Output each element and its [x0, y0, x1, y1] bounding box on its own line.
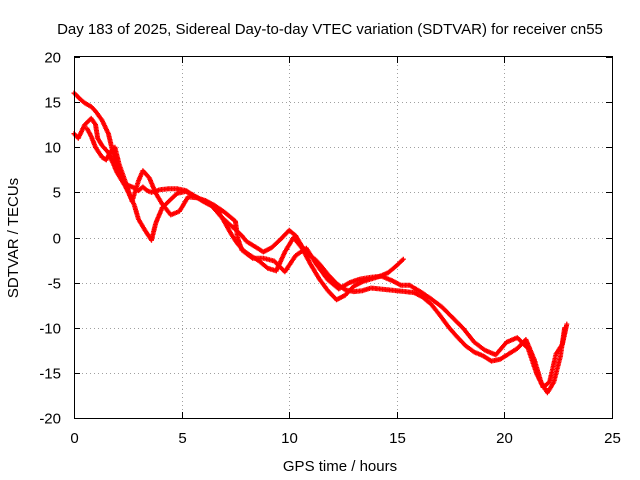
y-tick-label: 10 [44, 140, 61, 157]
x-axis-label: GPS time / hours [283, 458, 397, 475]
series-track-c [84, 125, 570, 390]
x-tick-label: 10 [281, 430, 298, 447]
y-tick-label: -10 [39, 321, 61, 338]
y-tick-label: -5 [48, 276, 61, 293]
data-point [400, 256, 406, 262]
x-tick-label: 0 [70, 430, 78, 447]
y-tick-label: 20 [44, 50, 61, 67]
y-tick-label: 0 [53, 231, 61, 248]
grid [74, 57, 612, 418]
axis-ticks: 0 5 10 15 20 25 -20 -15 -10 -5 0 5 10 15 20 [39, 50, 621, 448]
y-tick-label: -20 [39, 411, 61, 428]
x-tick-label: 25 [604, 430, 621, 447]
y-tick-label: 15 [44, 95, 61, 112]
y-axis-label: SDTVAR / TECUs [5, 178, 22, 298]
data-point [564, 321, 570, 327]
x-tick-label: 5 [178, 430, 186, 447]
data-points [71, 90, 570, 396]
y-tick-label: 5 [53, 185, 61, 202]
x-tick-label: 20 [496, 430, 513, 447]
x-tick-label: 15 [389, 430, 406, 447]
plot-frame [74, 56, 613, 419]
chart-title: Day 183 of 2025, Sidereal Day-to-day VTE… [57, 21, 603, 38]
y-tick-label: -15 [39, 366, 61, 383]
